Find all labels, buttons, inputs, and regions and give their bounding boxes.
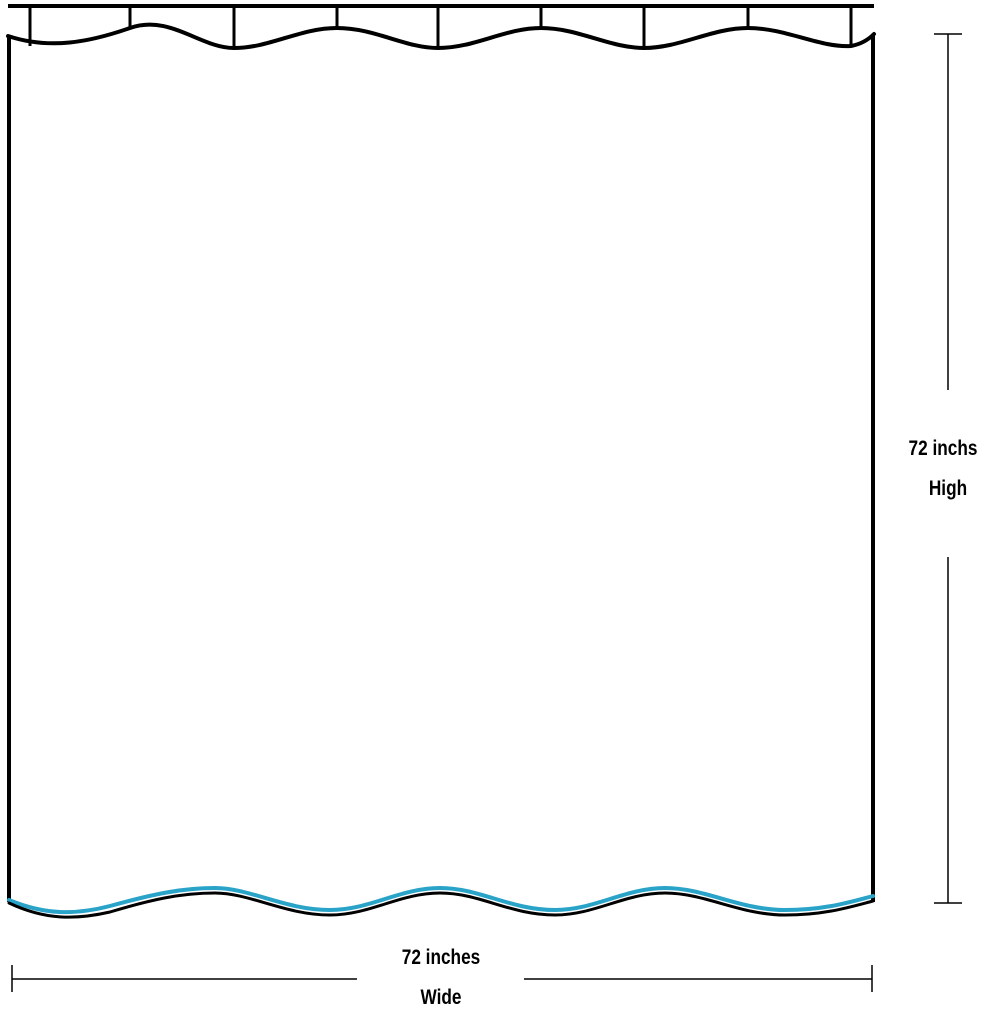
height-dimension [934, 33, 962, 904]
curtain-hooks [28, 6, 853, 48]
height-direction-label: High [928, 477, 968, 500]
width-dimension [11, 965, 873, 992]
curtain-hem-outline [7, 891, 875, 919]
height-value-label: 72 inchs [908, 437, 978, 460]
width-value-label: 72 inches [401, 946, 481, 969]
curtain-hem-accent [7, 885, 875, 915]
width-direction-label: Wide [420, 986, 462, 1009]
curtain-top-wave [6, 22, 876, 51]
